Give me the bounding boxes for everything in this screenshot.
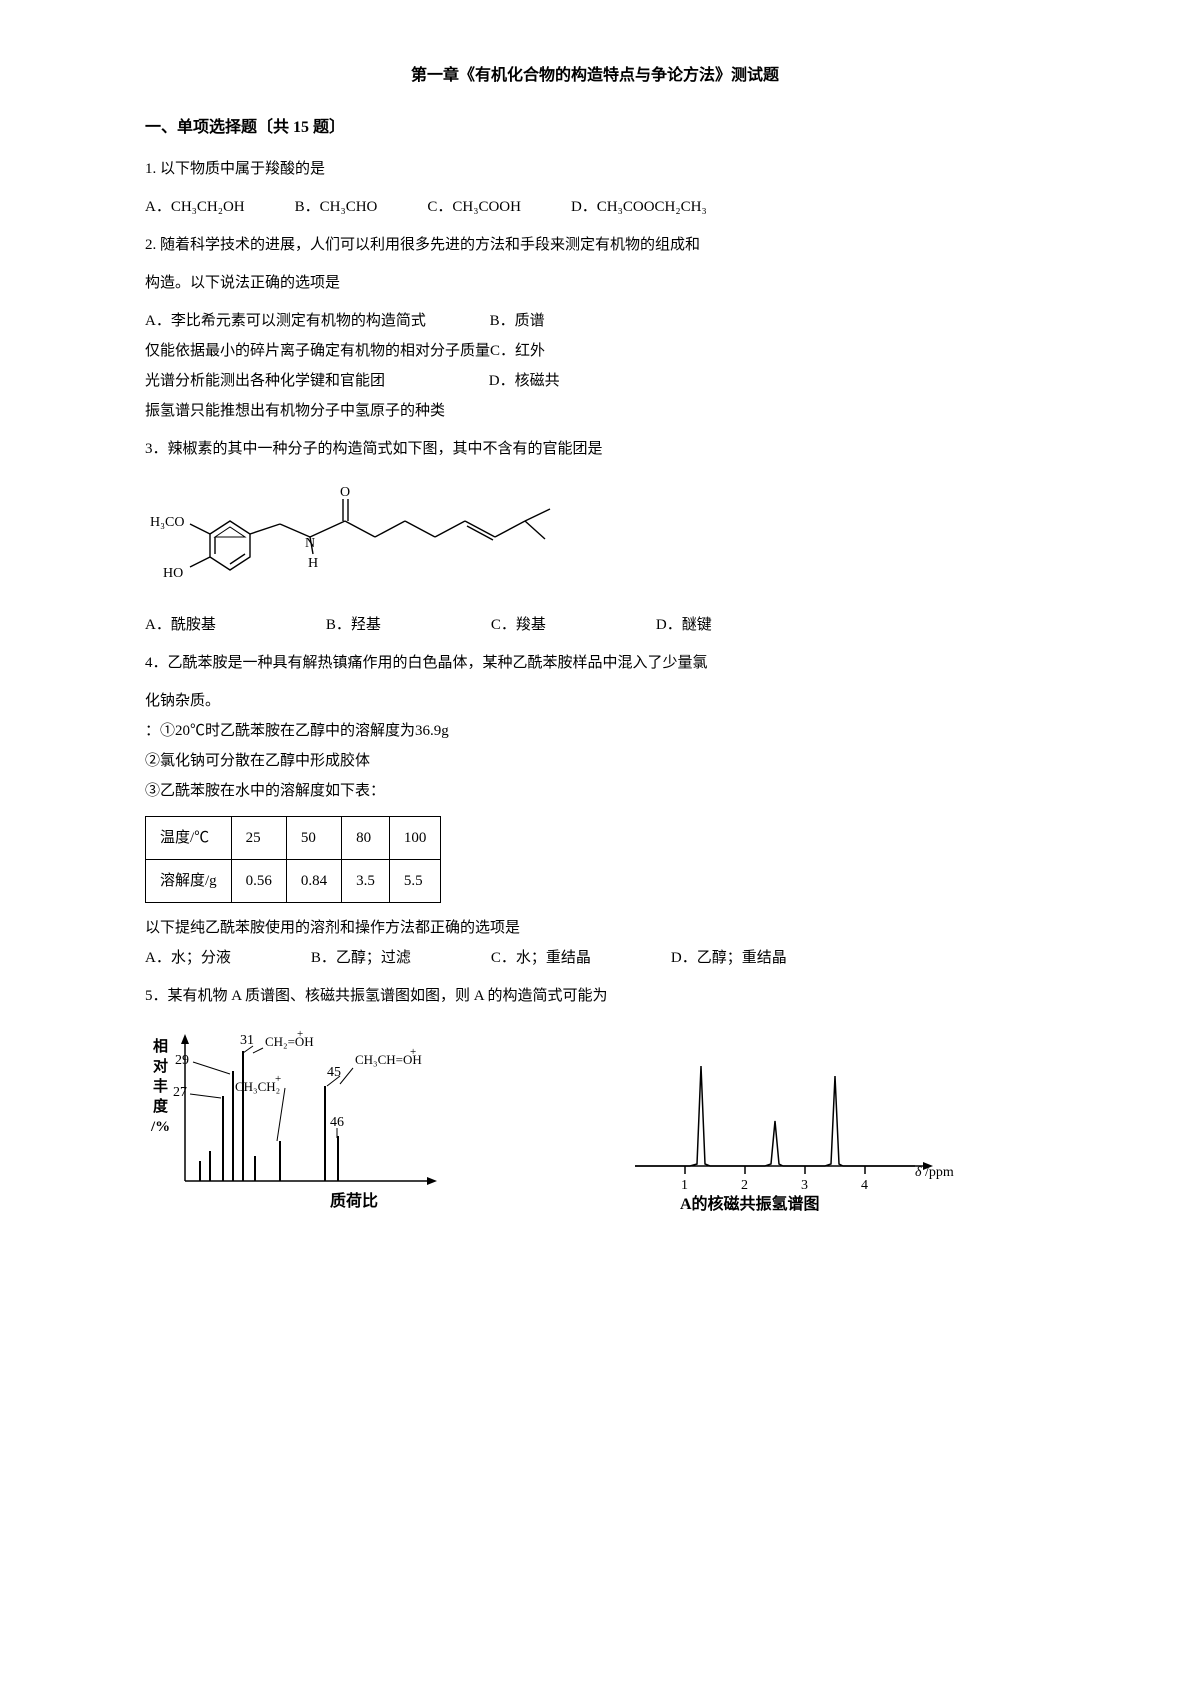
svg-text:+: +	[410, 1046, 416, 1058]
q2-opt-c-label: C．红外	[490, 343, 545, 359]
svg-text:度: 度	[153, 1097, 169, 1115]
q3-opt-d: D．醚键	[656, 610, 712, 640]
q4-item3: ③乙酰苯胺在水中的溶解度如下表：	[145, 776, 1045, 806]
q2-row3: 光谱分析能测出各种化学键和官能团 D．核磁共	[145, 366, 1045, 396]
table-header-row: 温度/℃ 25 50 80 100	[146, 817, 441, 860]
svg-text:δ: δ	[915, 1165, 922, 1180]
td-50: 0.84	[286, 860, 341, 903]
svg-text:2: 2	[741, 1178, 748, 1193]
ms-xlabel: 质荷比	[330, 1191, 378, 1210]
q1-options: A．CH₃CH₂OH B．CH₃CHO C．CH₃COOH D．CH₃COOCH…	[145, 192, 1045, 222]
mol-n: N	[305, 536, 315, 551]
svg-text:CH₂=OH: CH₂=OH	[265, 1034, 314, 1049]
q2-opt-b-label: B．质谱	[490, 313, 545, 329]
page-title: 第一章《有机化合物的构造特点与争论方法》测试题	[145, 60, 1045, 92]
q3-opt-a: A．酰胺基	[145, 610, 216, 640]
q3-opt-c: C．羧基	[491, 610, 546, 640]
solubility-table: 温度/℃ 25 50 80 100 溶解度/g 0.56 0.84 3.5 5.…	[145, 816, 441, 903]
svg-text:CH₃CH₂: CH₃CH₂	[235, 1079, 280, 1094]
table-data-row: 溶解度/g 0.56 0.84 3.5 5.5	[146, 860, 441, 903]
q4-opt-a: A．水；分液	[145, 943, 231, 973]
question-4-line2: 化钠杂质。	[145, 686, 1045, 716]
svg-text:相: 相	[153, 1037, 168, 1055]
q4-closing: 以下提纯乙酰苯胺使用的溶剂和操作方法都正确的选项是	[145, 913, 1045, 943]
svg-text:+: +	[297, 1028, 303, 1040]
mol-o: O	[340, 485, 350, 500]
mol-h: H	[308, 556, 318, 571]
svg-text:3: 3	[801, 1178, 808, 1193]
th-25: 25	[231, 817, 286, 860]
q4-opt-b: B．乙醇；过滤	[311, 943, 411, 973]
capsaicin-structure: H₃CO HO O N H	[145, 479, 1045, 600]
q3-opt-b: B．羟基	[326, 610, 381, 640]
q1-opt-c: C．CH₃COOH	[427, 192, 521, 222]
svg-text:丰: 丰	[153, 1077, 168, 1095]
section-heading: 一、单项选择题〔共 15 题〕	[145, 112, 1045, 144]
svg-text:+: +	[275, 1073, 281, 1085]
question-1: 1. 以下物质中属于羧酸的是	[145, 154, 1045, 184]
question-2-line1: 2. 随着科学技术的进展，人们可以利用很多先进的方法和手段来测定有机物的组成和	[145, 230, 1045, 260]
question-2-line2: 构造。以下说法正确的选项是	[145, 268, 1045, 298]
q1-opt-a: A．CH₃CH₂OH	[145, 192, 245, 222]
q3-options: A．酰胺基 B．羟基 C．羧基 D．醚键	[145, 610, 1045, 640]
q2-opt-c-cont: 光谱分析能测出各种化学键和官能团	[145, 373, 385, 389]
q2-opt-b-cont: 仅能依据最小的碎片离子确定有机物的相对分子质量	[145, 343, 490, 359]
charts-row: 相 对 丰 度 /% 31 CH₂=OH + 29 27 CH₃CH₂ + 45…	[145, 1026, 1045, 1227]
svg-text:4: 4	[861, 1178, 868, 1193]
th-temp: 温度/℃	[146, 817, 232, 860]
question-4-line1: 4．乙酰苯胺是一种具有解热镇痛作用的白色晶体，某种乙酰苯胺样品中混入了少量氯	[145, 648, 1045, 678]
svg-text:31: 31	[240, 1033, 254, 1048]
q2-opt-d-cont: 振氢谱只能推想出有机物分子中氢原子的种类	[145, 396, 1045, 426]
svg-text:27: 27	[173, 1085, 187, 1100]
q2-opt-d-label: D．核磁共	[489, 373, 560, 389]
q2-opt-a: A．李比希元素可以测定有机物的构造简式	[145, 313, 426, 329]
td-80: 3.5	[342, 860, 390, 903]
svg-text:29: 29	[175, 1053, 189, 1068]
td-100: 5.5	[389, 860, 441, 903]
svg-text:/%: /%	[150, 1119, 170, 1135]
q1-opt-b: B．CH₃CHO	[295, 192, 378, 222]
th-100: 100	[389, 817, 441, 860]
nmr-xlabel: A的核磁共振氢谱图	[680, 1194, 820, 1213]
svg-text:/ppm: /ppm	[925, 1165, 954, 1180]
svg-text:1: 1	[681, 1178, 688, 1193]
q1-opt-d: D．CH₃COOCH₂CH₃	[571, 192, 707, 222]
q4-opt-c: C．水；重结晶	[491, 943, 591, 973]
question-3: 3．辣椒素的其中一种分子的构造简式如下图，其中不含有的官能团是	[145, 434, 1045, 464]
q2-row1: A．李比希元素可以测定有机物的构造简式 B．质谱	[145, 306, 1045, 336]
q4-options: A．水；分液 B．乙醇；过滤 C．水；重结晶 D．乙醇；重结晶	[145, 943, 1045, 973]
mol-ho: HO	[163, 566, 183, 581]
td-25: 0.56	[231, 860, 286, 903]
svg-text:对: 对	[153, 1057, 168, 1075]
q4-item1: ：①20℃时乙酰苯胺在乙醇中的溶解度为36.9g	[145, 716, 1045, 746]
q2-row2: 仅能依据最小的碎片离子确定有机物的相对分子质量C．红外	[145, 336, 1045, 366]
mass-spectrum-chart: 相 对 丰 度 /% 31 CH₂=OH + 29 27 CH₃CH₂ + 45…	[145, 1026, 575, 1227]
td-label: 溶解度/g	[146, 860, 232, 903]
nmr-chart: 1 2 3 4 δ /ppm A的核磁共振氢谱图	[615, 1046, 1045, 1227]
th-80: 80	[342, 817, 390, 860]
svg-text:46: 46	[330, 1115, 344, 1130]
question-5: 5．某有机物 A 质谱图、核磁共振氢谱图如图，则 A 的构造简式可能为	[145, 981, 1045, 1011]
q4-item2: ②氯化钠可分散在乙醇中形成胶体	[145, 746, 1045, 776]
mol-h3co: H₃CO	[150, 515, 184, 530]
svg-text:45: 45	[327, 1065, 341, 1080]
q4-opt-d: D．乙醇；重结晶	[671, 943, 787, 973]
th-50: 50	[286, 817, 341, 860]
